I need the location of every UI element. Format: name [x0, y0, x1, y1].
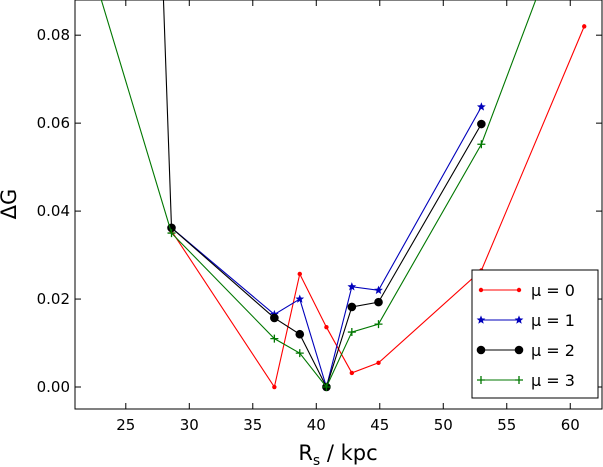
legend-marker [514, 345, 524, 355]
data-point [167, 229, 176, 238]
legend-marker [516, 287, 522, 293]
legend-entry: μ = 3 [477, 371, 575, 390]
series-3 [100, 0, 537, 392]
data-point [272, 384, 277, 390]
legend-label: μ = 3 [531, 371, 575, 390]
series-line [171, 106, 482, 390]
legend-marker [478, 287, 484, 293]
x-axis-title-rest: / kpc [320, 441, 377, 465]
x-tick-label: 60 [561, 416, 580, 434]
legend-label: μ = 2 [531, 341, 575, 360]
data-point [376, 360, 381, 366]
data-point [374, 320, 383, 329]
series-line [171, 26, 585, 389]
x-tick-label: 30 [180, 416, 199, 434]
data-point [476, 102, 486, 111]
y-tick-label: 0.04 [37, 202, 70, 220]
data-point [295, 349, 304, 358]
data-point [295, 294, 305, 303]
data-point [374, 285, 383, 294]
data-point [324, 325, 329, 330]
x-axis-title-main: R [298, 441, 313, 465]
data-point [295, 329, 305, 339]
legend-marker [514, 315, 524, 324]
x-tick-label: 25 [116, 416, 135, 434]
axis-ticks [75, 0, 602, 409]
data-point [322, 383, 331, 392]
x-tick-label: 35 [243, 416, 262, 434]
legend: μ = 0 μ = 1 μ = 2 μ = 3 [471, 269, 599, 399]
legend-entries: μ = 0 μ = 1 μ = 2 μ = 3 [476, 281, 575, 390]
series-line [162, 0, 482, 389]
plot-frame [74, 0, 603, 410]
x-axis-title: Rs / kpc [298, 441, 377, 467]
data-point [374, 297, 383, 307]
legend-marker [476, 345, 486, 355]
data-point [347, 328, 356, 337]
data-point [477, 140, 486, 149]
x-axis-title-sub: s [313, 453, 320, 467]
data-point [477, 119, 486, 129]
series-2 [162, 0, 486, 392]
y-tick-label: 0.02 [37, 290, 70, 308]
series-1 [167, 102, 486, 391]
x-tick-label: 55 [497, 416, 516, 434]
legend-marker [476, 315, 486, 324]
data-point [297, 271, 302, 277]
y-axis-title: ΔG [0, 189, 21, 220]
x-tick-label: 50 [434, 416, 453, 434]
y-tick-label: 0.08 [37, 26, 70, 44]
legend-entry: μ = 0 [478, 281, 575, 300]
data-point [270, 313, 279, 323]
data-point [349, 370, 355, 376]
legend-label: μ = 0 [531, 281, 575, 300]
data-point [582, 24, 587, 29]
x-tick-label: 45 [370, 416, 389, 434]
legend-entry: μ = 2 [476, 341, 575, 360]
y-tick-label: 0.00 [37, 378, 70, 396]
legend-box [471, 269, 599, 399]
tick-labels: 25 30 35 40 45 50 55 60 0.00 0.02 0.04 0.06 0.08 [37, 26, 580, 434]
series-layer [100, 0, 587, 392]
data-point [270, 334, 279, 343]
data-point [347, 282, 357, 291]
y-tick-label: 0.06 [37, 114, 70, 132]
x-tick-label: 40 [307, 416, 326, 434]
legend-marker [515, 376, 523, 384]
legend-marker [477, 376, 485, 384]
data-point [347, 302, 357, 312]
legend-label: μ = 1 [531, 311, 575, 330]
legend-entry: μ = 1 [476, 311, 575, 330]
